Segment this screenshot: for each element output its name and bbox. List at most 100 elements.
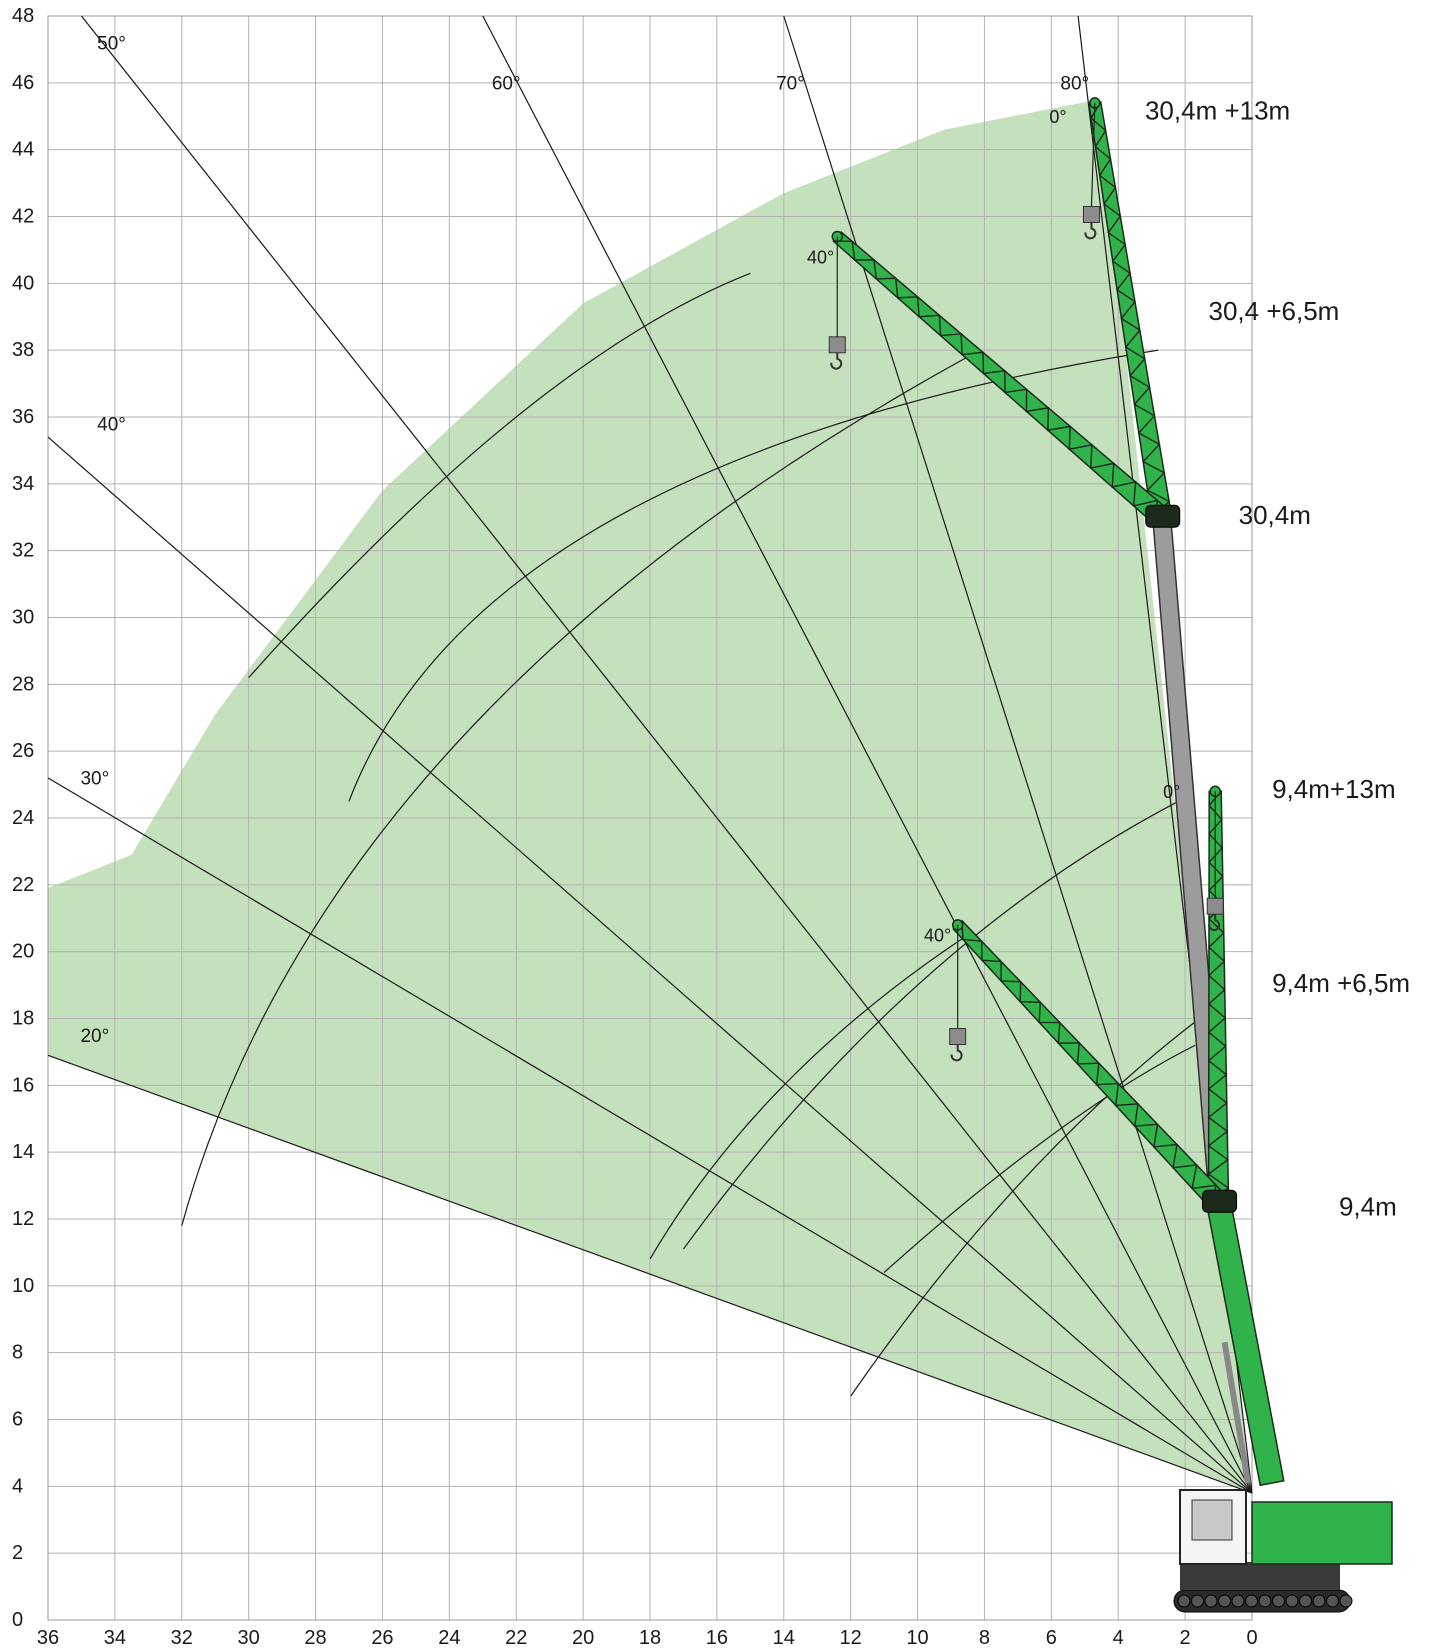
x-tick-label: 16: [706, 1627, 728, 1649]
y-tick-label: 16: [12, 1074, 34, 1096]
jib-angle-label: 0°: [1049, 107, 1066, 127]
track-roller: [1218, 1594, 1231, 1608]
x-tick-label: 30: [238, 1627, 260, 1649]
configuration-label: 9,4m: [1339, 1192, 1397, 1222]
x-tick-label: 4: [1113, 1627, 1124, 1649]
luffing-cylinder: [1221, 1341, 1251, 1484]
boom-angle-label: 50°: [97, 33, 126, 54]
axis-ticks-layer: 36 34 32 30 28 26 24 22 20 18 16 14 12 10 8 6 4 2 00246810…: [12, 5, 1258, 1649]
track-roller: [1339, 1594, 1353, 1608]
crawler-crane-base: [1173, 1489, 1393, 1613]
x-tick-label: 0: [1246, 1627, 1257, 1649]
x-tick-label: 22: [505, 1627, 527, 1649]
boom-angle-line: [47, 1054, 1253, 1494]
y-tick-label: 40: [12, 272, 34, 294]
x-tick-label: 36: [37, 1627, 59, 1649]
configuration-label: 30,4m +13m: [1145, 96, 1290, 126]
track-roller: [1285, 1594, 1299, 1608]
y-tick-label: 0: [12, 1609, 23, 1631]
boom-angle-line: [47, 777, 1253, 1494]
x-tick-label: 2: [1180, 1627, 1191, 1649]
hook-block: [1206, 897, 1224, 915]
boom-angle-line: [482, 15, 1253, 1494]
x-tick-label: 20: [572, 1627, 594, 1649]
hook-icon: [1208, 914, 1221, 932]
boom-angle-label: 70°: [776, 74, 805, 95]
configuration-label: 30,4m: [1239, 500, 1311, 530]
configuration-label: 9,4m +6,5m: [1272, 968, 1410, 998]
x-tick-label: 12: [840, 1627, 862, 1649]
jib-radius-arc: [348, 349, 1159, 802]
superstructure: [1251, 1501, 1393, 1565]
track-roller: [1204, 1594, 1218, 1608]
fly-jib: [1207, 785, 1230, 1204]
track-roller: [1258, 1594, 1272, 1608]
hook-block: [1082, 205, 1100, 223]
track-roller: [1299, 1594, 1312, 1608]
hook-block: [949, 1028, 967, 1046]
jib-radius-arc: [850, 1021, 1196, 1397]
plot-frame: [47, 15, 1253, 1621]
y-tick-label: 12: [12, 1208, 34, 1230]
x-tick-label: 10: [906, 1627, 928, 1649]
y-tick-label: 38: [12, 339, 34, 361]
hook-block: [828, 336, 846, 354]
track-roller: [1245, 1594, 1258, 1608]
x-tick-label: 14: [773, 1627, 795, 1649]
y-tick-label: 28: [12, 673, 34, 695]
hook-assembly: [949, 924, 967, 1062]
boom-angle-line: [80, 15, 1253, 1494]
y-tick-label: 2: [12, 1542, 23, 1564]
cab-window: [1191, 1499, 1233, 1541]
boom-angle-label: 20°: [80, 1026, 109, 1047]
hook-assembly: [828, 236, 846, 370]
y-tick-label: 6: [12, 1409, 23, 1431]
boom-head: [1145, 504, 1181, 528]
x-tick-label: 32: [171, 1627, 193, 1649]
hoist-rope: [1090, 102, 1096, 207]
fly-jib: [1088, 97, 1173, 520]
configuration-label: 30,4 +6,5m: [1209, 296, 1340, 326]
y-tick-label: 32: [12, 540, 34, 562]
x-tick-label: 34: [104, 1627, 126, 1649]
lattice-bracing: [1207, 790, 1230, 1203]
y-tick-label: 48: [12, 5, 34, 27]
jib-radius-arc: [181, 356, 969, 1226]
boom-angle-label: 60°: [492, 74, 521, 95]
jib-angle-label: 0°: [1163, 782, 1180, 802]
jib-radius-arc: [883, 1044, 1196, 1273]
undercarriage: [1180, 1562, 1340, 1590]
y-tick-label: 44: [12, 139, 34, 161]
y-tick-label: 26: [12, 740, 34, 762]
lattice-bracing: [961, 920, 1217, 1210]
crane-illustration: [828, 97, 1393, 1613]
x-tick-label: 24: [438, 1627, 460, 1649]
y-tick-label: 24: [12, 807, 34, 829]
hook-assembly: [1082, 102, 1100, 240]
jib-angle-label: 40°: [924, 926, 951, 946]
boom-head: [1202, 1189, 1238, 1213]
boom-angle-label: 40°: [97, 414, 126, 435]
x-tick-label: 18: [639, 1627, 661, 1649]
hook-icon: [950, 1044, 963, 1062]
track-roller: [1177, 1594, 1191, 1608]
track-roller: [1191, 1594, 1204, 1608]
x-tick-label: 28: [304, 1627, 326, 1649]
boom-angle-label: 30°: [80, 769, 109, 790]
jib-angle-label: 40°: [807, 247, 834, 267]
x-tick-label: 26: [371, 1627, 393, 1649]
y-tick-label: 34: [12, 473, 34, 495]
y-tick-label: 14: [12, 1141, 34, 1163]
y-tick-label: 46: [12, 72, 34, 94]
track-roller: [1312, 1594, 1326, 1608]
annotation-labels-layer: 50° 60° 70° 80° 40° 30° 20° 0° 40° 0° 40° 30,4m +13…: [80, 33, 1410, 1221]
boom-angle-label: 80°: [1060, 74, 1089, 95]
x-tick-label: 8: [979, 1627, 990, 1649]
y-tick-label: 42: [12, 206, 34, 228]
track-roller: [1231, 1594, 1245, 1608]
hook-assembly: [1206, 791, 1224, 932]
jib-radius-arc: [649, 934, 969, 1260]
track-roller: [1272, 1594, 1285, 1608]
y-tick-label: 30: [12, 607, 34, 629]
